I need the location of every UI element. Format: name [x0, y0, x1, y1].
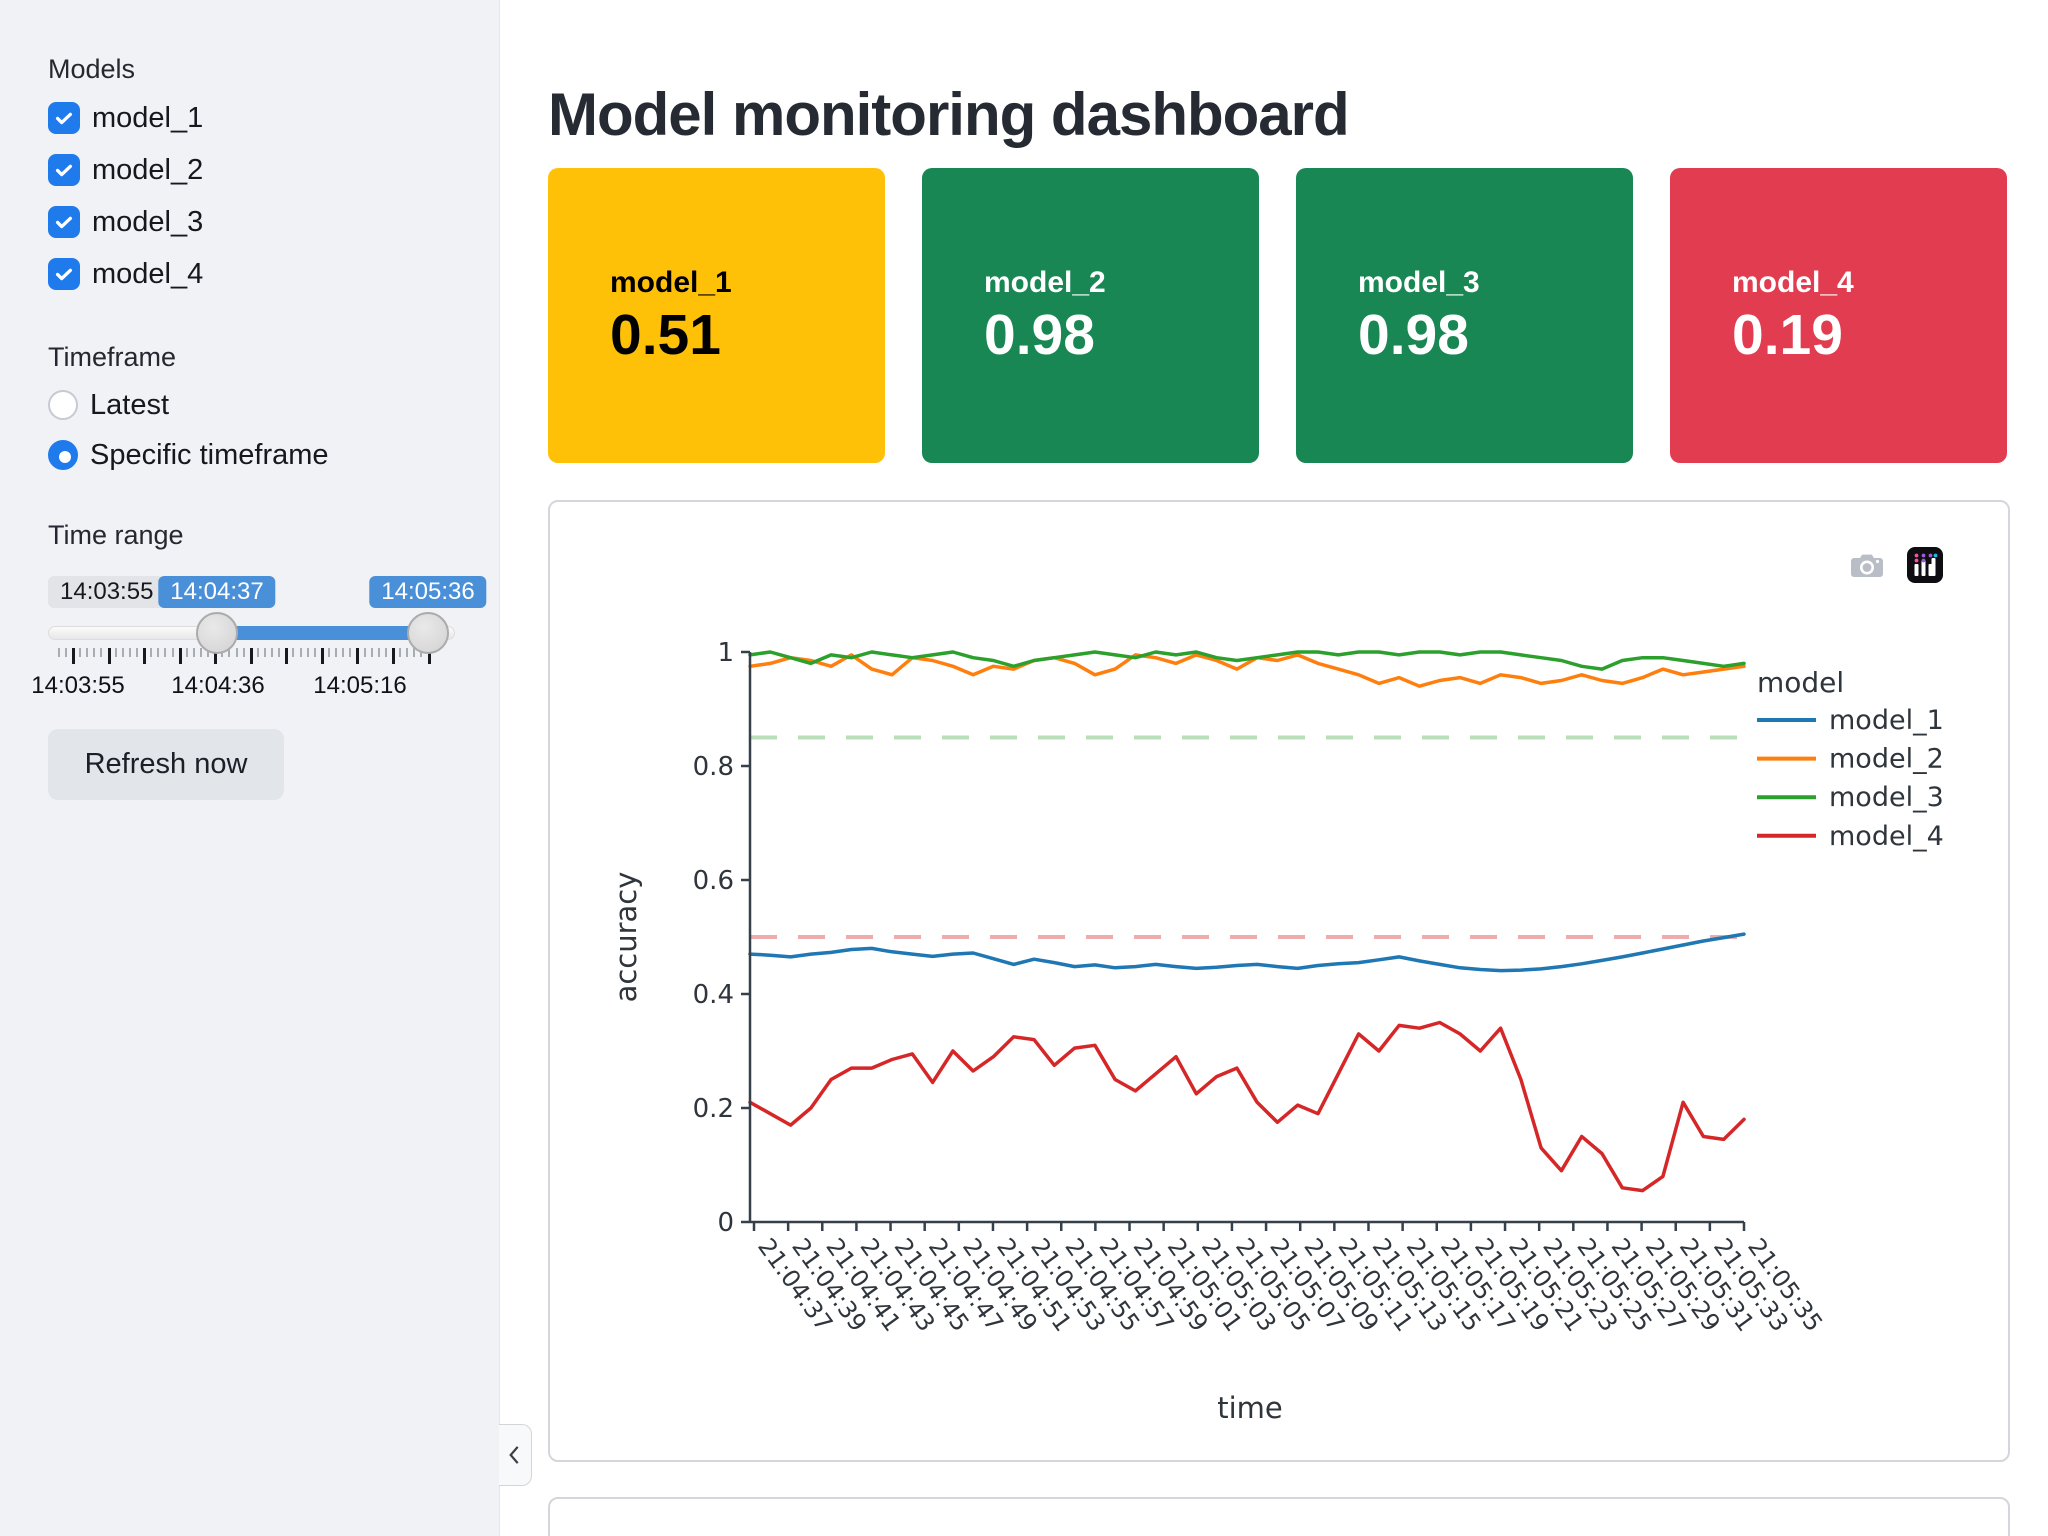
checkbox-icon[interactable]	[48, 102, 80, 134]
checkbox-row-model-3[interactable]: model_3	[48, 204, 203, 240]
sidebar: Models model_1 model_2 model_3 model_4 T…	[0, 0, 500, 1536]
accuracy-line-chart: 00.20.40.60.8121:04:3721:04:3921:04:4121…	[609, 638, 1944, 1425]
checkbox-label: model_4	[92, 257, 204, 290]
second-chart-card	[548, 1497, 2010, 1536]
radio-label: Specific timeframe	[90, 438, 329, 471]
y-axis-title: accuracy	[609, 872, 643, 1003]
series-line-model_3	[748, 650, 1746, 671]
x-axis-title: time	[1217, 1391, 1283, 1425]
series-line-model_1	[748, 932, 1746, 973]
checkbox-row-model-4[interactable]: model_4	[48, 256, 203, 292]
radio-latest[interactable]: Latest	[48, 388, 169, 422]
y-tick-label: 0.8	[693, 752, 734, 782]
legend-item-model_1[interactable]: model_1	[1829, 705, 1944, 736]
y-tick-label: 0.4	[693, 980, 734, 1010]
y-tick-label: 1	[717, 638, 734, 668]
slider-axis-label: 14:05:16	[313, 672, 407, 699]
slider-upper-value-label: 14:05:36	[369, 576, 487, 608]
timeframe-heading: Timeframe	[48, 342, 177, 372]
checkbox-icon[interactable]	[48, 154, 80, 186]
checkbox-label: model_3	[92, 205, 204, 238]
slider-axis-label: 14:04:36	[171, 672, 265, 699]
checkbox-row-model-2[interactable]: model_2	[48, 152, 203, 188]
checkbox-icon[interactable]	[48, 258, 80, 290]
time-range-heading: Time range	[48, 520, 184, 550]
slider-handle-upper[interactable]	[407, 612, 449, 654]
metric-card-label: model_3	[1358, 265, 1480, 299]
legend-item-model_4[interactable]: model_4	[1829, 821, 1944, 852]
sidebar-collapse-button[interactable]	[499, 1424, 532, 1486]
checkbox-label: model_1	[92, 101, 204, 134]
metric-card-2: model_2 0.98	[922, 168, 1259, 463]
metric-card-label: model_1	[610, 265, 732, 299]
slider-min-label: 14:03:55	[48, 576, 166, 608]
metric-card-value: 0.51	[610, 302, 721, 367]
slider-lower-value-label: 14:04:37	[158, 576, 276, 608]
slider-tick-rail	[48, 648, 478, 666]
slider-range-fill	[217, 626, 428, 640]
checkbox-label: model_2	[92, 153, 204, 186]
y-tick-label: 0	[717, 1208, 734, 1238]
accuracy-chart-card: 0 0.2 0.4 0.6 0.8 1 21:04:37 21:04:39 21:04:41 21…	[548, 500, 2010, 1462]
metric-card-4: model_4 0.19	[1670, 168, 2007, 463]
models-heading: Models	[48, 54, 136, 84]
metric-card-value: 0.98	[1358, 302, 1469, 367]
slider-axis-label: 14:03:55	[31, 672, 125, 699]
plotly-logo-icon[interactable]	[1906, 546, 1944, 584]
metric-card-1: model_1 0.51	[548, 168, 885, 463]
y-tick-label: 0.6	[693, 866, 734, 896]
metric-card-label: model_2	[984, 265, 1106, 299]
radio-specific-timeframe[interactable]: Specific timeframe	[48, 438, 329, 472]
series-line-model_4	[748, 1020, 1746, 1193]
radio-icon[interactable]	[48, 390, 78, 420]
y-tick-label: 0.2	[693, 1094, 734, 1124]
legend-title: model	[1757, 666, 1844, 699]
time-range-slider[interactable]: 14:03:55 14:04:37 14:05:36 14:03:55 14:0…	[31, 576, 487, 706]
radio-label: Latest	[90, 388, 169, 421]
metric-cards-row: model_1 0.51 model_2 0.98 model_3 0.98 m…	[548, 168, 2007, 463]
chevron-left-icon	[509, 1446, 519, 1464]
legend-item-model_2[interactable]: model_2	[1829, 744, 1944, 775]
checkbox-icon[interactable]	[48, 206, 80, 238]
plotly-modebar	[1850, 546, 1944, 584]
page-title: Model monitoring dashboard	[548, 81, 1350, 149]
metric-card-label: model_4	[1732, 265, 1854, 299]
legend-item-model_3[interactable]: model_3	[1829, 782, 1944, 813]
checkbox-row-model-1[interactable]: model_1	[48, 100, 203, 136]
metric-card-3: model_3 0.98	[1296, 168, 1633, 463]
radio-icon[interactable]	[48, 440, 78, 470]
camera-icon[interactable]	[1850, 550, 1884, 580]
refresh-now-button[interactable]: Refresh now	[48, 729, 284, 800]
slider-handle-lower[interactable]	[196, 612, 238, 654]
metric-card-value: 0.19	[1732, 302, 1843, 367]
metric-card-value: 0.98	[984, 302, 1095, 367]
